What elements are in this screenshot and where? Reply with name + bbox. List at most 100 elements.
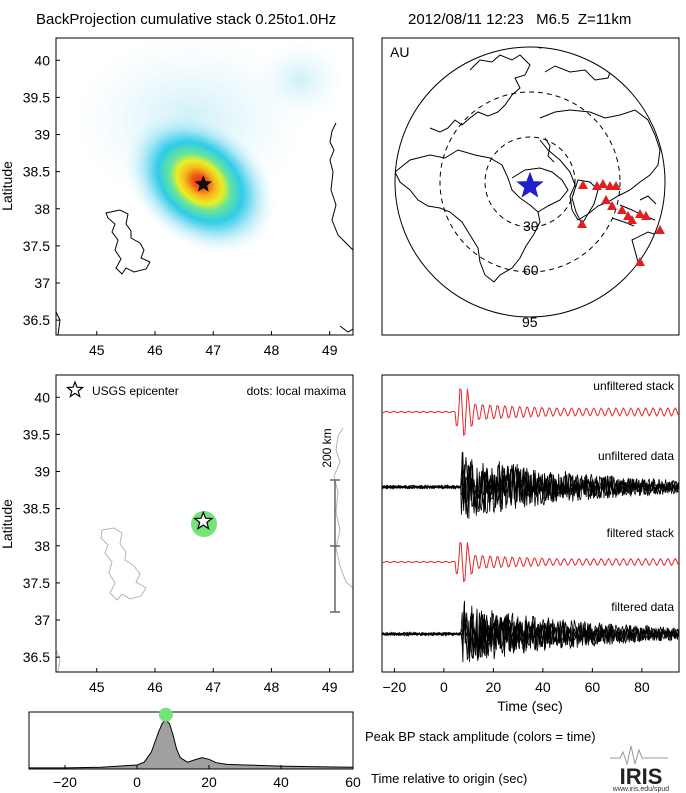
amplitude-peak-dot (158, 707, 173, 722)
arabia-coastline (511, 167, 569, 213)
bottom-map-ytick-label: 40 (34, 389, 50, 405)
station-marker (655, 225, 665, 234)
station-marker (578, 180, 588, 189)
map-frame-bottom (55, 374, 354, 673)
seismo-xtick-label: 0 (440, 679, 448, 695)
station-marker (611, 181, 621, 190)
amplitude-xtick-label: 20 (201, 774, 217, 790)
station-marker (577, 219, 587, 228)
top-map-ytick-label: 36.5 (23, 312, 50, 328)
iris-logo: IRIS www.iris.edu/spud (610, 745, 670, 793)
station-marker (601, 195, 611, 204)
trace-label-unfiltered-data: unfiltered data (598, 449, 674, 463)
caspian-coast-faint (333, 427, 353, 589)
bottom-map-xtick-label: 47 (205, 679, 221, 695)
top-map-xtick-label: 49 (322, 342, 338, 358)
amplitude-frame (28, 711, 354, 770)
range-ring-30 (484, 136, 576, 228)
distance-scale-bar (330, 479, 340, 613)
top-map-ytick-label: 40 (34, 52, 50, 68)
top-map-xtick-label: 46 (147, 342, 163, 358)
range-label-30: 30 (523, 218, 539, 234)
station-marker (635, 257, 645, 266)
seismo-frame (381, 374, 680, 673)
station-marker (598, 179, 608, 188)
top-map-xtick-label: 45 (89, 342, 105, 358)
bottom-map-xtick-label: 46 (147, 679, 163, 695)
amplitude-area (28, 719, 354, 770)
europe-coastline (429, 54, 531, 133)
bottom-map-ytick-label: 38 (34, 538, 50, 554)
bp-haze-ne (255, 40, 345, 120)
local-maxima-map: USGS epicenter dots: local maxima 200 km… (0, 374, 354, 695)
bottom-map-ytick-label: 37.5 (23, 575, 50, 591)
lake-urmia-outline-faint (100, 527, 147, 601)
globe-outline (394, 46, 666, 318)
bottom-map-xtick-label: 49 (322, 679, 338, 695)
globe-frame (381, 37, 680, 336)
africa-coastline (395, 149, 541, 283)
amplitude-xtick-label: 40 (273, 774, 289, 790)
top-map-ytick-label: 38 (34, 201, 50, 217)
coast-se (339, 325, 353, 333)
top-map-ytick-label: 37.5 (23, 238, 50, 254)
network-label: AU (390, 44, 409, 60)
seismo-xtick-label: 20 (486, 679, 502, 695)
range-label-95: 95 (522, 314, 538, 330)
seismo-xtick-label: 40 (535, 679, 551, 695)
india-coastline (571, 179, 599, 226)
bottom-map-xtick-label: 48 (264, 679, 280, 695)
top-map-xtick-label: 47 (205, 342, 221, 358)
top-map-ytick-label: 37 (34, 275, 50, 291)
bottom-map-ytick-label: 38.5 (23, 501, 50, 517)
station-marker (607, 201, 617, 210)
latitude-label-bottom: Latitude (0, 499, 15, 549)
seismo-xtick-label: 80 (634, 679, 650, 695)
epicenter-star-top (194, 175, 212, 192)
scale-label: 200 km (320, 428, 334, 467)
station-marker (627, 215, 637, 224)
trace-label-filtered-data: filtered data (611, 600, 674, 614)
map-frame-top (55, 37, 354, 336)
station-marker (635, 209, 645, 218)
backprojection-map: Latitude 45 46 47 48 49 36.5 37 37.5 38 38.5 39 39.… (0, 37, 354, 358)
latitude-label-top: Latitude (0, 161, 15, 211)
top-map-ytick-label: 39.5 (23, 89, 50, 105)
caspian-globe (544, 137, 555, 163)
range-ring-60 (439, 91, 621, 273)
lake-urmia-outline (105, 209, 151, 275)
unfiltered-stack-trace (381, 387, 680, 437)
legend-epicenter: USGS epicenter (92, 384, 179, 398)
bottom-map-ytick-label: 36.5 (23, 649, 50, 665)
filtered-stack-trace (381, 541, 680, 583)
seismogram-panel: unfiltered stack unfiltered data filtere… (381, 374, 680, 714)
amplitude-xtick-label: −20 (53, 774, 77, 790)
coast-sw-faint (56, 649, 61, 672)
figure-title: BackProjection cumulative stack 0.25to1.… (36, 11, 336, 28)
filtered-data-trace (381, 601, 680, 659)
amplitude-title: Peak BP stack amplitude (colors = time) (365, 729, 596, 744)
iris-logo-url: www.iris.edu/spud (612, 786, 670, 793)
coast-sw (56, 311, 61, 335)
arctic-coastline (519, 47, 613, 81)
trace-label-filtered-stack: filtered stack (607, 526, 675, 540)
seismo-xtick-label: −20 (383, 679, 407, 695)
seismo-xtick-label: 60 (585, 679, 601, 695)
top-map-ytick-label: 39 (34, 127, 50, 143)
amplitude-xtick-label: 60 (345, 774, 361, 790)
unfiltered-data-trace (381, 463, 680, 518)
amplitude-xtick-label: 0 (133, 774, 141, 790)
bottom-map-ytick-label: 39 (34, 464, 50, 480)
bottom-map-xtick-label: 45 (89, 679, 105, 695)
station-marker (617, 205, 627, 214)
amplitude-chart: −20 0 20 40 60 Peak BP stack amplitude (colo… (28, 707, 596, 790)
seismo-xlabel: Time (sec) (497, 698, 563, 714)
epicenter-star-bottom (193, 510, 214, 530)
trace-label-unfiltered-stack: unfiltered stack (593, 379, 675, 393)
amplitude-xlabel: Time relative to origin (sec) (371, 771, 527, 786)
legend-star-icon (65, 380, 85, 398)
iris-logo-wave (610, 745, 668, 766)
station-marker (641, 211, 651, 220)
top-map-xtick-label: 48 (264, 342, 280, 358)
